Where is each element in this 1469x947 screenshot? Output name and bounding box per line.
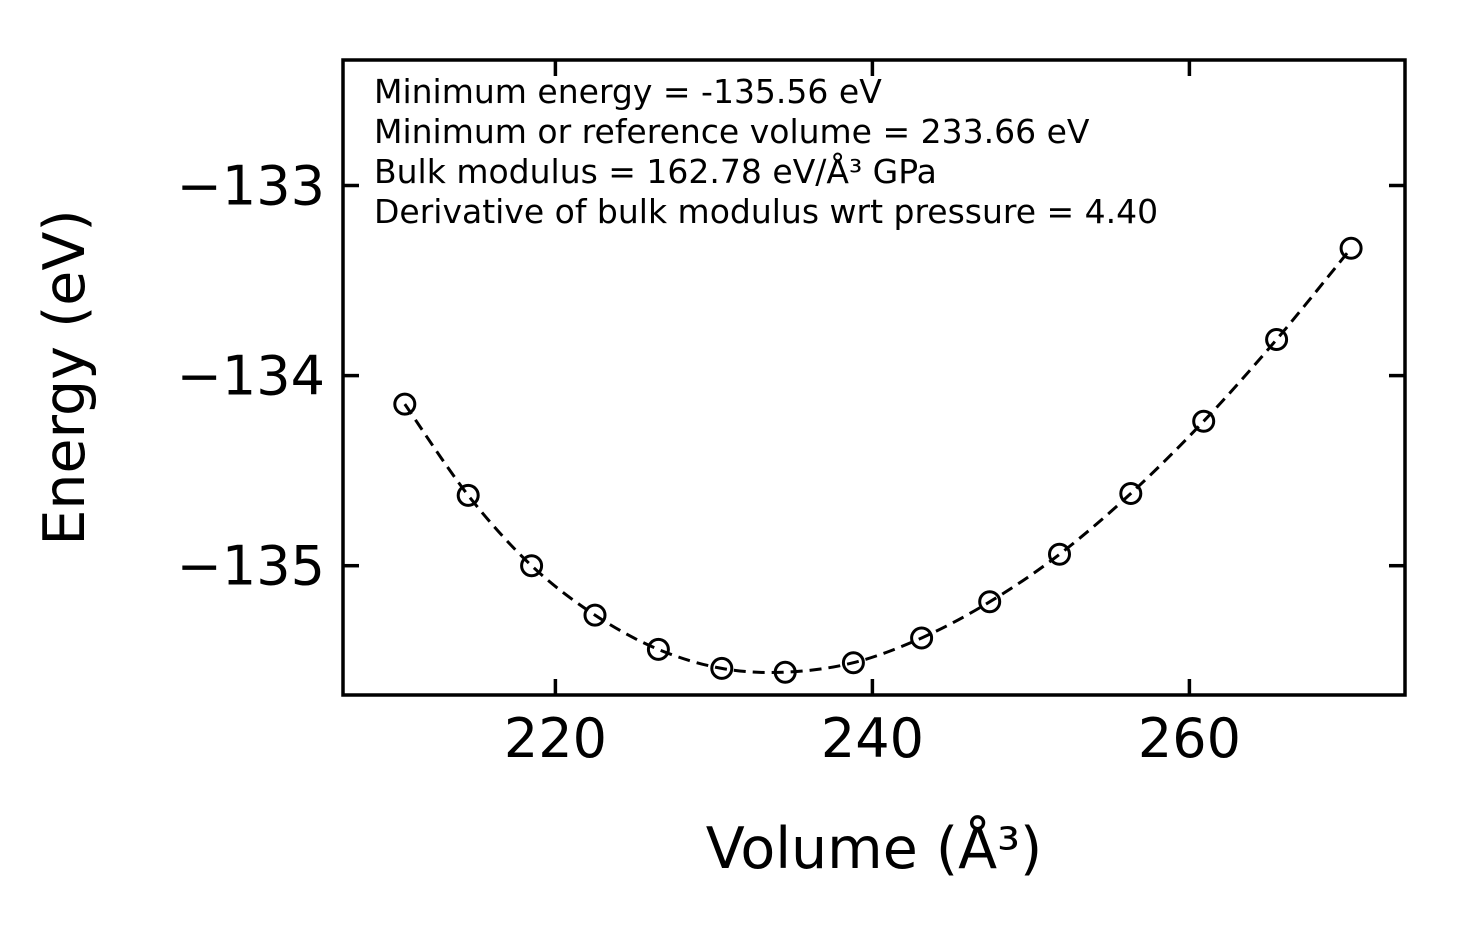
data-point-marker [1339, 236, 1363, 260]
annotation-line: Bulk modulus = 162.78 eV/Å³ GPa [374, 151, 937, 191]
x-tick-label: 220 [504, 707, 607, 770]
data-point-marker [710, 656, 734, 680]
annotation-line: Minimum energy = -135.56 eV [374, 72, 882, 111]
data-point-marker [393, 392, 417, 416]
x-tick-label: 240 [821, 707, 924, 770]
data-point-marker [910, 626, 934, 650]
y-tick-label: −135 [177, 535, 325, 598]
data-point-marker [583, 603, 607, 627]
data-point-marker [646, 637, 670, 661]
data-point-marker [841, 651, 865, 675]
fit-curve [403, 247, 1353, 675]
data-point-marker [773, 660, 797, 684]
data-point-marker [1048, 542, 1071, 566]
data-point-marker [1265, 328, 1289, 351]
data-point-marker [1192, 409, 1216, 433]
data-point-marker [978, 590, 1002, 614]
annotation-line: Minimum or reference volume = 233.66 eV [374, 112, 1090, 151]
data-point-marker [1119, 482, 1143, 505]
x-axis-label: Volume (Å³) [706, 814, 1042, 882]
data-point-marker [520, 554, 544, 578]
data-point-marker [456, 483, 480, 507]
annotation-line: Derivative of bulk modulus wrt pressure … [374, 192, 1158, 231]
y-tick-label: −133 [177, 155, 325, 218]
y-axis-label: Energy (eV) [32, 209, 98, 545]
x-tick-label: 260 [1138, 707, 1241, 770]
y-tick-label: −134 [177, 345, 325, 408]
